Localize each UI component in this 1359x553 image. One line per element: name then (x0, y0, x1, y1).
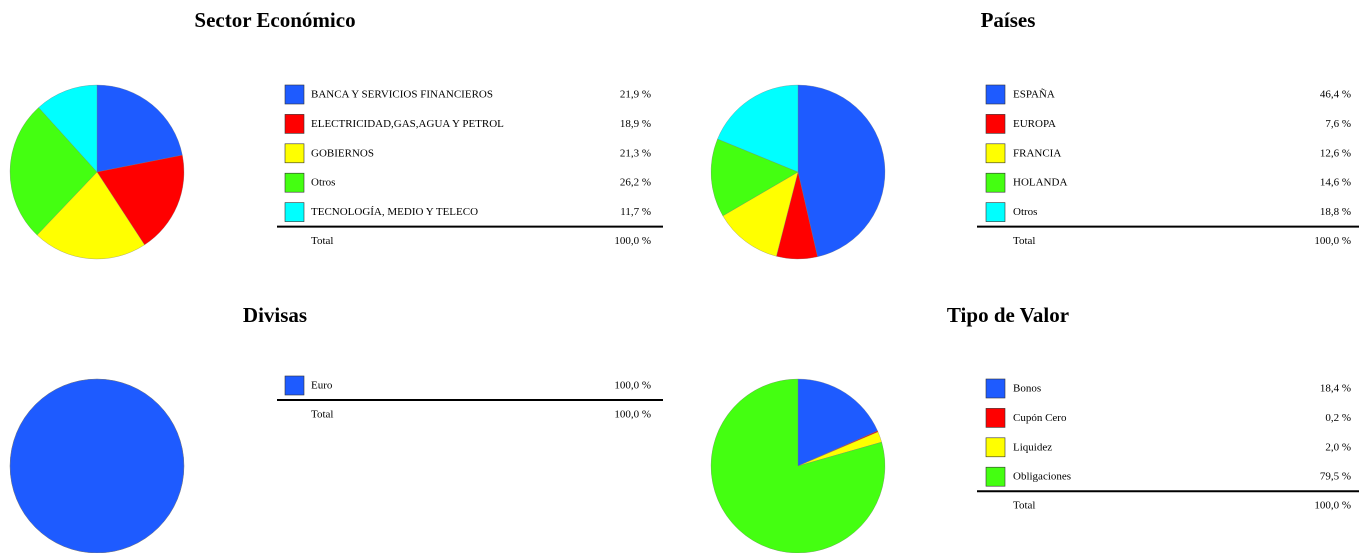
value-label: 18,4 % (1320, 383, 1351, 395)
legend-label: Bonos (1013, 383, 1041, 395)
legend-label: Cupón Cero (1013, 412, 1067, 424)
value-label: 26,2 % (620, 177, 651, 189)
legend-label: HOLANDA (1013, 177, 1067, 189)
legend-swatch (985, 437, 1006, 458)
pie-slice (710, 378, 886, 553)
legend-label: ELECTRICIDAD,GAS,AGUA Y PETROL (311, 118, 504, 130)
total-value: 100,0 % (614, 409, 651, 421)
chart-title: Países (981, 8, 1036, 32)
legend-label: FRANCIA (1013, 147, 1061, 159)
chart-title: Divisas (243, 303, 307, 327)
total-label: Total (1013, 500, 1035, 512)
pie-slice (96, 154, 185, 246)
legend-swatch (985, 143, 1006, 164)
total-label: Total (311, 409, 333, 421)
pie-slice (38, 84, 98, 173)
value-label: 7,6 % (1325, 118, 1351, 130)
pie-slice (9, 107, 98, 236)
total-label: Total (311, 235, 333, 247)
chart-title: Sector Económico (194, 8, 355, 32)
total-value: 100,0 % (1314, 235, 1351, 247)
pie-slice (9, 378, 185, 553)
legend-label: Liquidez (1013, 441, 1052, 453)
pie-slice (797, 84, 886, 257)
total-value: 100,0 % (1314, 500, 1351, 512)
total-value: 100,0 % (614, 235, 651, 247)
legend-swatch (985, 172, 1006, 193)
value-label: 18,8 % (1320, 206, 1351, 218)
legend-swatch (985, 378, 1006, 399)
legend-swatch (284, 143, 305, 164)
legend-swatch (284, 84, 305, 105)
legend-label: GOBIERNOS (311, 147, 374, 159)
legend-swatch (284, 172, 305, 193)
legend-swatch (985, 408, 1006, 428)
legend-label: Otros (1013, 206, 1037, 218)
pie-slice (797, 378, 878, 467)
legend-label: Obligaciones (1013, 471, 1071, 483)
value-label: 14,6 % (1320, 177, 1351, 189)
legend-swatch (284, 375, 305, 396)
value-label: 100,0 % (614, 380, 651, 392)
value-label: 0,2 % (1325, 412, 1351, 424)
pie-slice (722, 171, 799, 257)
pie-slice (36, 171, 145, 260)
value-label: 21,9 % (620, 89, 651, 101)
value-label: 12,6 % (1320, 147, 1351, 159)
legend-label: TECNOLOGÍA, MEDIO Y TELECO (311, 206, 478, 218)
chart-title: Tipo de Valor (947, 303, 1069, 327)
legend-swatch (284, 202, 305, 222)
value-label: 46,4 % (1320, 89, 1351, 101)
legend-label: ESPAÑA (1013, 89, 1055, 101)
legend-swatch (985, 466, 1006, 487)
legend-label: Euro (311, 380, 333, 392)
total-label: Total (1013, 235, 1035, 247)
value-label: 2,0 % (1325, 441, 1351, 453)
pie-slice (717, 84, 799, 173)
pie-slice (710, 138, 799, 217)
legend-swatch (985, 84, 1006, 105)
value-label: 21,3 % (620, 147, 651, 159)
value-label: 11,7 % (620, 206, 651, 218)
legend-swatch (985, 114, 1006, 134)
pie-slice (96, 84, 183, 173)
value-label: 79,5 % (1320, 471, 1351, 483)
value-label: 18,9 % (620, 118, 651, 130)
legend-label: EUROPA (1013, 118, 1056, 130)
legend-label: Otros (311, 177, 335, 189)
legend-label: BANCA Y SERVICIOS FINANCIEROS (311, 89, 493, 101)
legend-swatch (284, 114, 305, 134)
legend-swatch (985, 202, 1006, 222)
